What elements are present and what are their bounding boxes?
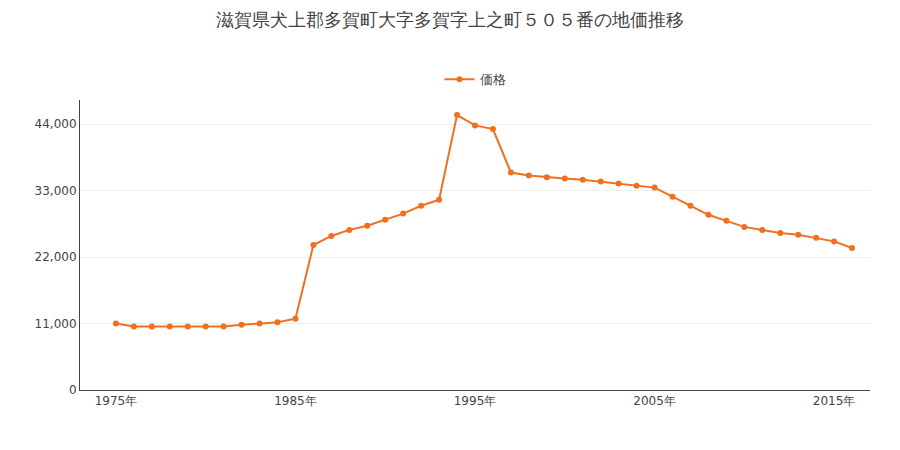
- svg-text:22,000: 22,000: [35, 250, 77, 264]
- svg-text:1975年: 1975年: [95, 394, 138, 408]
- svg-text:2005年: 2005年: [633, 394, 676, 408]
- svg-text:価格: 価格: [480, 72, 506, 87]
- svg-text:11,000: 11,000: [35, 317, 77, 331]
- svg-text:滋賀県犬上郡多賀町大字多賀字上之町５０５番の地価推移: 滋賀県犬上郡多賀町大字多賀字上之町５０５番の地価推移: [216, 9, 684, 30]
- svg-text:1995年: 1995年: [454, 394, 497, 408]
- svg-text:2015年: 2015年: [813, 394, 856, 408]
- svg-text:0: 0: [69, 383, 77, 397]
- svg-text:1985年: 1985年: [274, 394, 317, 408]
- svg-text:44,000: 44,000: [35, 117, 77, 131]
- svg-text:33,000: 33,000: [35, 184, 77, 198]
